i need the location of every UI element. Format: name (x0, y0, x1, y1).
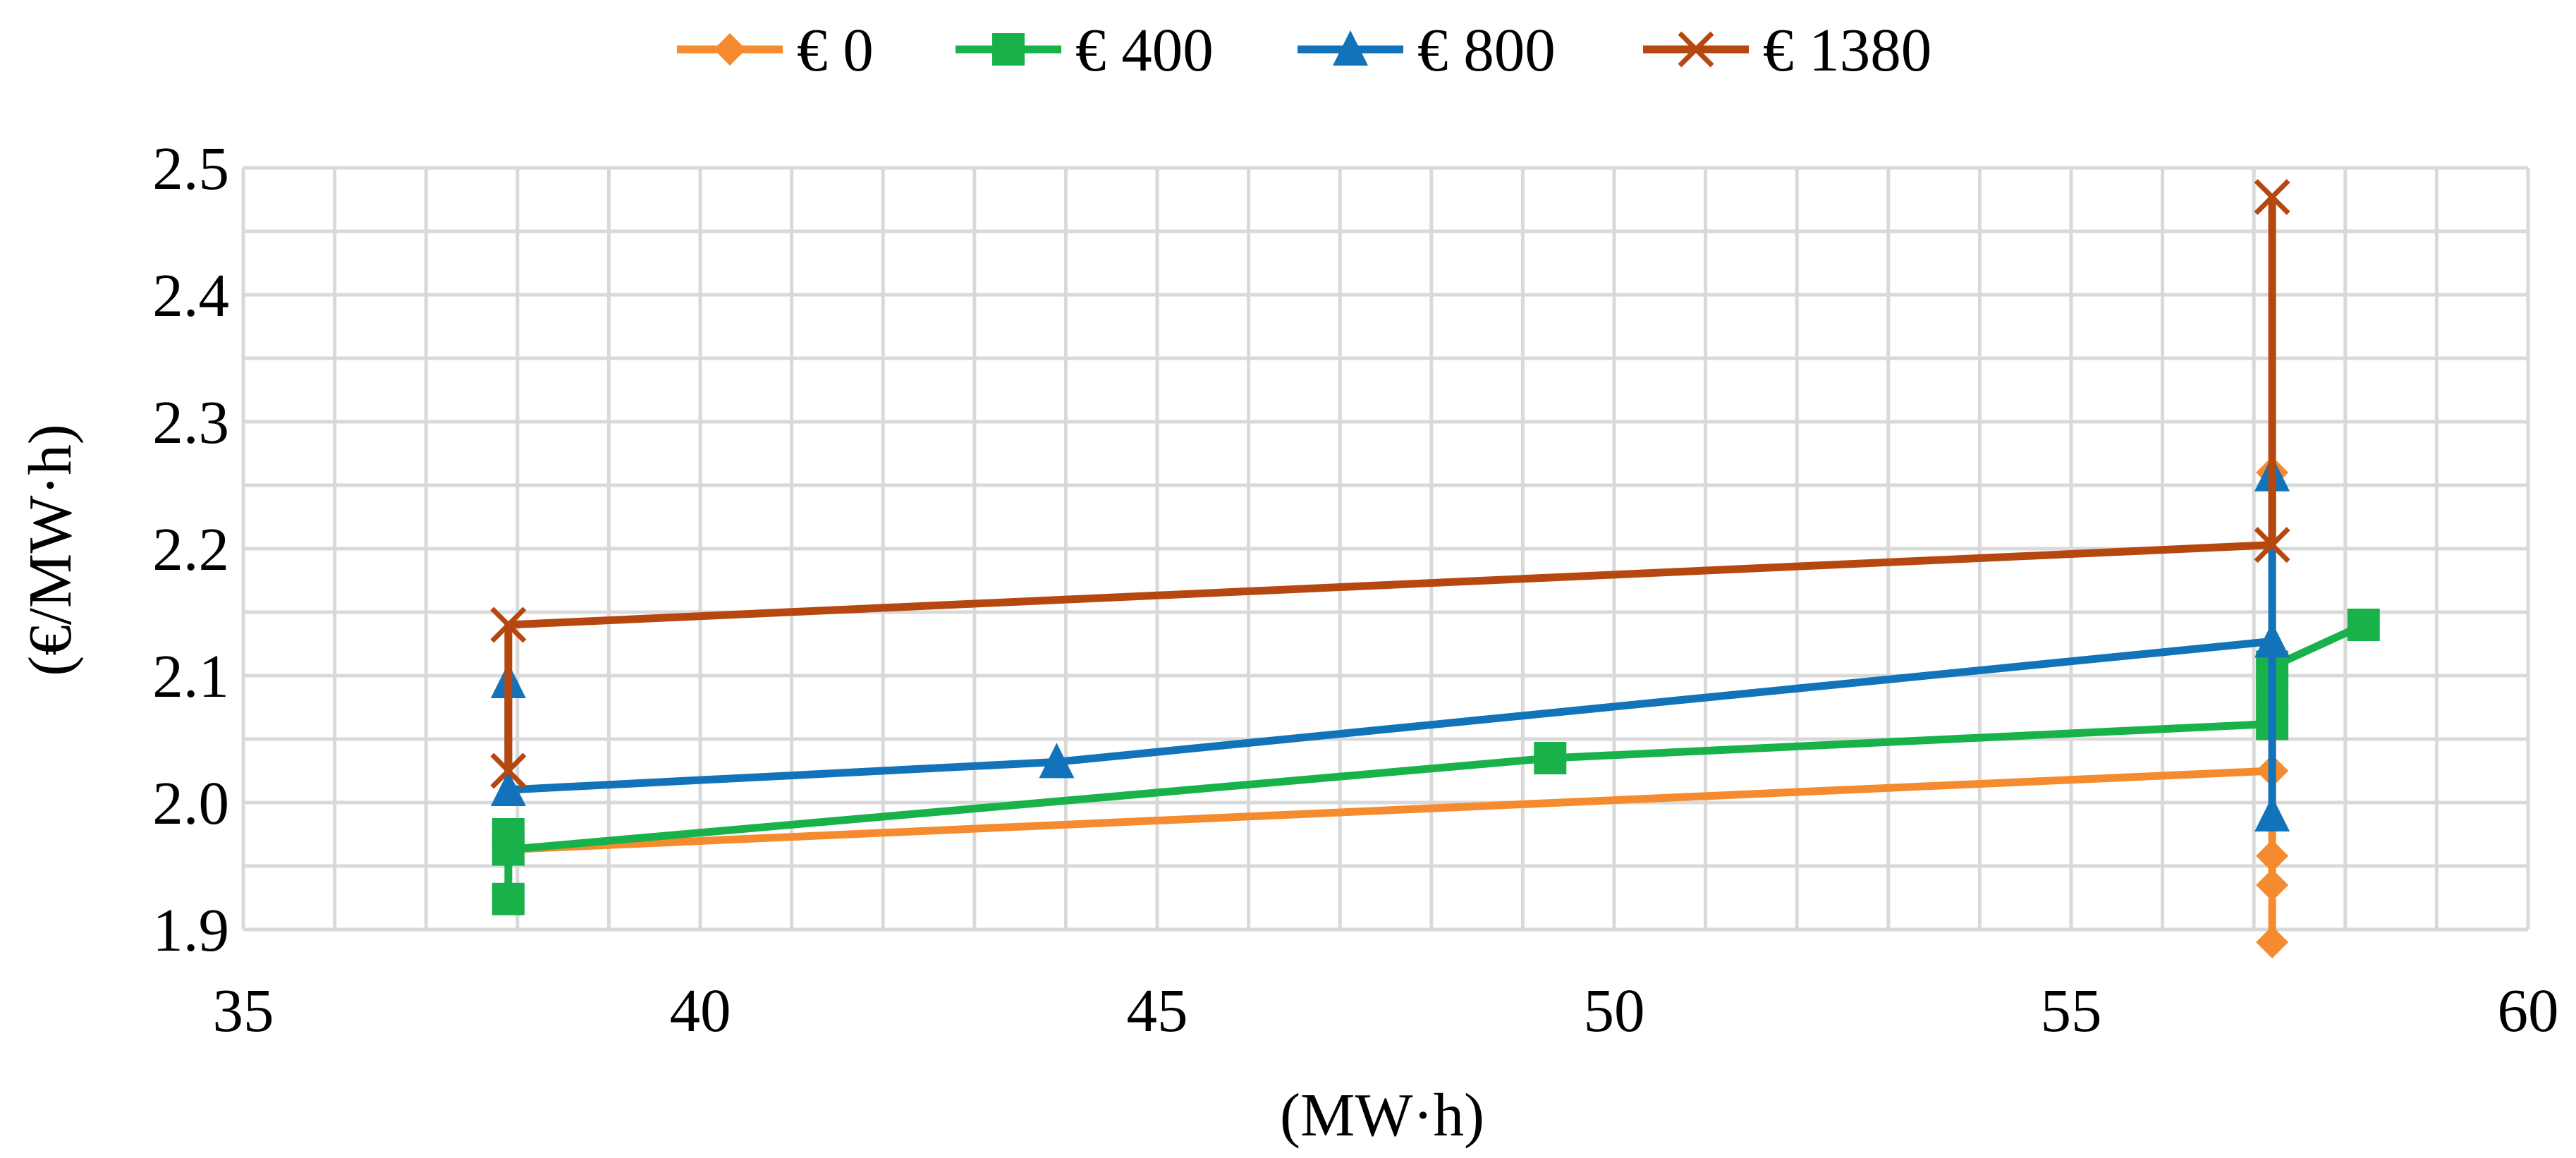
x-axis-title: (MW·h) (1280, 1080, 1484, 1149)
series-line (504, 621, 2366, 899)
data-point (2254, 622, 2290, 658)
series-0 (492, 456, 2289, 958)
data-point (492, 882, 525, 915)
data-point (2254, 527, 2290, 563)
y-tick-label: 2.4 (152, 261, 229, 329)
series-3 (490, 178, 2290, 789)
y-tick-label: 2.1 (152, 642, 229, 710)
axis-ticks: 35 40 45 50 55 60 1.9 2.0 2.1 2.2 2.3 2.4 2.5 (152, 134, 2558, 1044)
data-point (2254, 178, 2290, 215)
y-tick-label: 2.2 (152, 515, 229, 583)
legend-label: € 1380 (1763, 16, 1931, 84)
data-point (2254, 796, 2290, 831)
series-line (504, 197, 2276, 771)
legend-item: € 0 (677, 16, 874, 84)
data-point (2256, 926, 2289, 958)
grid-lines (241, 166, 2530, 932)
y-tick-label: 2.0 (152, 769, 229, 837)
legend-item: € 800 (1298, 16, 1556, 84)
legend-item: € 1380 (1643, 16, 1931, 84)
data-point (1534, 742, 1567, 774)
series-line (504, 471, 2276, 815)
x-tick-label: 45 (1127, 976, 1188, 1044)
x-tick-label: 50 (1584, 976, 1645, 1044)
series-layer (490, 178, 2380, 958)
x-tick-label: 40 (670, 976, 731, 1044)
data-point (490, 752, 527, 789)
series-1 (492, 609, 2380, 915)
data-point (1039, 743, 1075, 779)
legend-marker (1678, 31, 1714, 68)
data-point (2256, 869, 2289, 901)
legend-item: € 400 (956, 16, 1214, 84)
legend-label: € 800 (1417, 16, 1556, 84)
data-point (2347, 609, 2380, 641)
x-tick-label: 35 (213, 976, 274, 1044)
legend-marker (714, 33, 746, 66)
y-tick-label: 2.3 (152, 388, 229, 456)
legend-label: € 400 (1075, 16, 1214, 84)
legend-label: € 0 (797, 16, 874, 84)
y-tick-label: 1.9 (152, 896, 229, 964)
data-point (490, 607, 527, 643)
series-line (508, 468, 2276, 942)
legend-marker (992, 33, 1025, 66)
x-tick-label: 55 (2041, 976, 2102, 1044)
y-tick-label: 2.5 (152, 134, 229, 202)
y-axis-title: (€/MW·h) (16, 424, 84, 676)
data-point (492, 833, 525, 866)
legend-marker (1333, 30, 1368, 66)
x-tick-label: 60 (2498, 976, 2559, 1044)
data-point (2256, 839, 2289, 872)
data-point (490, 771, 526, 806)
legend: € 0 € 400 € 800 € 1380 (677, 16, 1931, 84)
